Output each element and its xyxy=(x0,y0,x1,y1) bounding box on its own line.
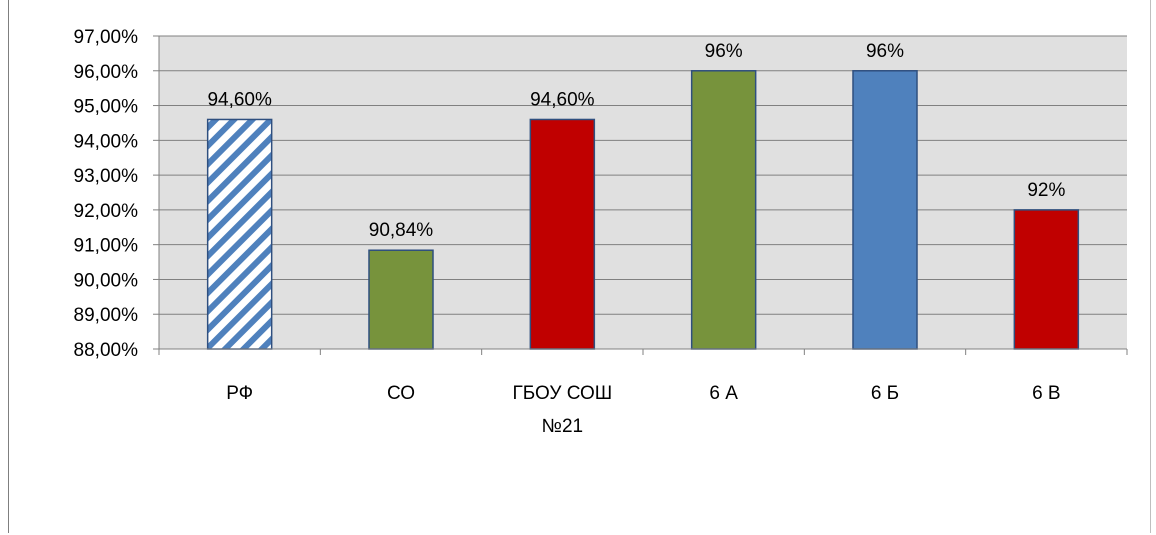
bar xyxy=(368,249,434,350)
bar xyxy=(206,118,273,350)
y-tick-label: 91,00% xyxy=(74,236,139,257)
category-label: ГБОУ СОШ №21 xyxy=(512,383,612,437)
data-label: 92% xyxy=(1027,180,1065,201)
y-tick-label: 88,00% xyxy=(74,340,139,361)
category-label: 6 Б xyxy=(871,383,899,404)
data-label: 96% xyxy=(705,41,743,62)
y-tick-label: 96,00% xyxy=(74,62,139,83)
axes xyxy=(153,35,1128,355)
y-tick-label: 92,00% xyxy=(74,201,139,222)
category-label: 6 В xyxy=(1032,383,1061,404)
data-label: 94,60% xyxy=(530,89,595,110)
y-tick-label: 89,00% xyxy=(74,305,139,326)
data-labels: 94,60% 90,84% 94,60% 96% 96% 92% xyxy=(207,41,1065,241)
data-label: 96% xyxy=(866,41,904,62)
category-labels: РФ СО ГБОУ СОШ №21 6 А 6 Б 6 В xyxy=(226,383,1060,437)
category-label: РФ xyxy=(226,383,253,404)
bars xyxy=(206,70,1080,350)
data-label: 90,84% xyxy=(369,220,434,241)
plot-area xyxy=(159,36,1127,349)
category-label: 6 А xyxy=(709,383,738,404)
y-tick-label: 95,00% xyxy=(74,97,139,118)
y-tick-label: 93,00% xyxy=(74,166,139,187)
bar xyxy=(529,118,596,350)
y-tick-label: 94,00% xyxy=(74,131,139,152)
data-label: 94,60% xyxy=(207,89,272,110)
bar xyxy=(690,70,757,350)
bar xyxy=(852,70,918,350)
category-label: СО xyxy=(387,383,415,404)
chart-frame xyxy=(8,0,1151,533)
y-axis-tick-labels: 88,00% 89,00% 90,00% 91,00% 92,00% 93,00% 94,0… xyxy=(74,27,139,361)
y-tick-label: 90,00% xyxy=(74,270,139,291)
bar xyxy=(1013,209,1080,350)
y-tick-label: 97,00% xyxy=(74,27,139,48)
